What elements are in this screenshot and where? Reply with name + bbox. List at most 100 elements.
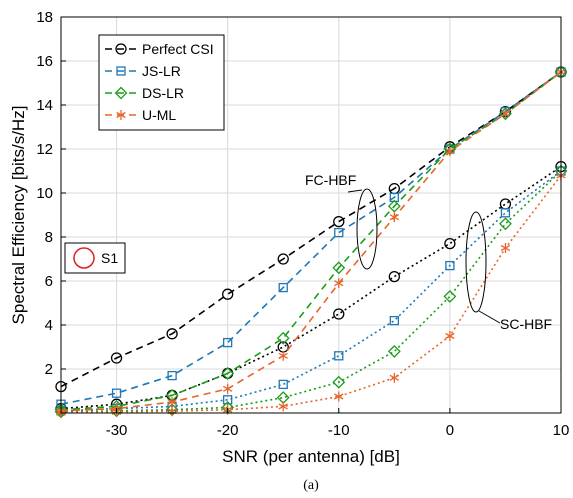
data-point-js-lr [223, 395, 233, 405]
y-tick-label: 14 [36, 97, 53, 114]
data-point-u-ml [500, 108, 511, 119]
star-marker-stroke [500, 110, 511, 117]
star-marker-stroke [222, 385, 233, 392]
legend-entry-u-ml: U-ML [105, 107, 176, 123]
data-point-js-lr [389, 315, 399, 326]
series-group [54, 65, 568, 419]
legend-entries: Perfect CSI JS-LR DS-LR U-ML [105, 41, 214, 123]
series-line-js-lr-sc-hbf [60, 170, 562, 412]
x-tick-label: 10 [553, 422, 570, 439]
y-tick-label: 6 [45, 273, 53, 290]
star-marker-stroke [278, 352, 288, 359]
legend-marker-ds-lr [114, 86, 128, 100]
data-point-js-lr [500, 208, 511, 218]
legend-marker-js-lr [116, 66, 126, 76]
star-marker-stroke [116, 111, 126, 119]
data-point-ds-lr [332, 261, 346, 275]
data-point-u-ml [278, 350, 288, 361]
data-point-ds-lr [332, 375, 346, 389]
legend-label-u-ml: U-ML [142, 107, 176, 123]
y-tick-label: 16 [36, 53, 53, 70]
y-tick-label: 12 [36, 141, 53, 158]
legend-entry-js-lr: JS-LR [105, 63, 181, 79]
data-point-ds-lr [443, 289, 457, 303]
data-point-u-ml [278, 401, 288, 412]
legend-label-perfect-csi: Perfect CSI [142, 41, 214, 57]
data-point-u-ml [334, 278, 344, 289]
fc-hbf-pointer [347, 189, 363, 193]
data-point-u-ml [334, 391, 344, 402]
star-marker-stroke [167, 398, 177, 406]
data-point-ds-lr [499, 217, 512, 231]
data-point-ds-lr [276, 331, 290, 345]
data-point-js-lr [167, 370, 177, 381]
series-line-js-lr-fc-hbf [60, 71, 562, 405]
data-point-perfect-csi [333, 308, 345, 320]
data-point-u-ml [389, 212, 400, 223]
legend-label-ds-lr: DS-LR [142, 85, 184, 101]
data-point-perfect-csi [444, 237, 456, 250]
data-point-perfect-csi [222, 288, 234, 300]
sc-hbf-label: SC-HBF [500, 316, 552, 332]
data-point-js-lr [445, 260, 455, 271]
series-line-ds-lr-fc-hbf [60, 71, 562, 411]
x-axis-label: SNR (per antenna) [dB] [222, 447, 400, 466]
fc-hbf-ellipse [356, 188, 378, 270]
sc-hbf-ellipse [465, 211, 487, 313]
star-marker-stroke [334, 280, 344, 287]
data-point-js-lr [334, 351, 344, 361]
x-tick-label: -10 [328, 422, 350, 439]
data-point-ds-lr [387, 199, 401, 213]
legend-marker-u-ml [116, 110, 126, 120]
series-line-u-ml-sc-hbf [60, 174, 562, 414]
legend-marker-perfect-csi [115, 43, 127, 55]
y-axis-label: Spectral Efficiency [bits/s/Hz] [9, 106, 28, 325]
star-marker-stroke [334, 393, 344, 400]
star-marker-stroke [500, 244, 511, 252]
y-tick-label: 2 [45, 361, 53, 378]
data-point-js-lr [334, 227, 344, 238]
x-tick-label: 0 [446, 422, 454, 439]
series-line-ds-lr-sc-hbf [60, 170, 562, 413]
data-point-perfect-csi [166, 328, 178, 340]
star-marker-stroke [278, 403, 288, 410]
s1-red-circle [73, 247, 95, 269]
star-marker-stroke [445, 332, 455, 340]
series-line-u-ml-fc-hbf [60, 71, 562, 412]
data-point-ds-lr [387, 344, 401, 358]
plot-frame [60, 16, 562, 414]
x-tick-label: -20 [217, 422, 239, 439]
legend-entry-perfect-csi: Perfect CSI [105, 41, 214, 57]
s1-label: S1 [101, 250, 118, 266]
y-tick-label: 18 [36, 9, 53, 26]
series-line-perfect-csi-sc-hbf [60, 165, 562, 410]
axis-ticks: -30 -20 -10 0 10 2 4 6 8 10 12 14 16 18 [36, 9, 569, 439]
star-marker-stroke [389, 374, 400, 381]
data-point-js-lr [278, 379, 288, 390]
series-u-ml-sc-hbf [56, 170, 566, 418]
y-tick-label: 8 [45, 229, 53, 246]
data-point-js-lr [111, 388, 122, 398]
data-point-perfect-csi [110, 352, 123, 364]
data-point-u-ml [167, 397, 177, 407]
star-marker-stroke [389, 214, 400, 221]
y-tick-label: 4 [45, 317, 53, 334]
x-tick-label: -30 [106, 422, 128, 439]
y-tick-label: 10 [36, 185, 53, 202]
data-point-u-ml [222, 383, 233, 394]
legend-label-js-lr: JS-LR [142, 63, 181, 79]
data-point-u-ml [389, 372, 400, 383]
figure-caption: (a) [303, 478, 319, 493]
fc-hbf-label: FC-HBF [305, 172, 356, 188]
data-point-perfect-csi [277, 253, 289, 265]
star-marker-stroke [445, 148, 455, 155]
data-point-ds-lr [221, 366, 235, 380]
sc-hbf-pointer [478, 310, 501, 324]
data-point-perfect-csi [333, 215, 345, 228]
data-point-perfect-csi [388, 270, 400, 283]
data-point-js-lr [223, 337, 233, 348]
data-point-u-ml [445, 146, 455, 157]
series-line-perfect-csi-fc-hbf [60, 71, 562, 388]
data-point-js-lr [278, 282, 288, 293]
